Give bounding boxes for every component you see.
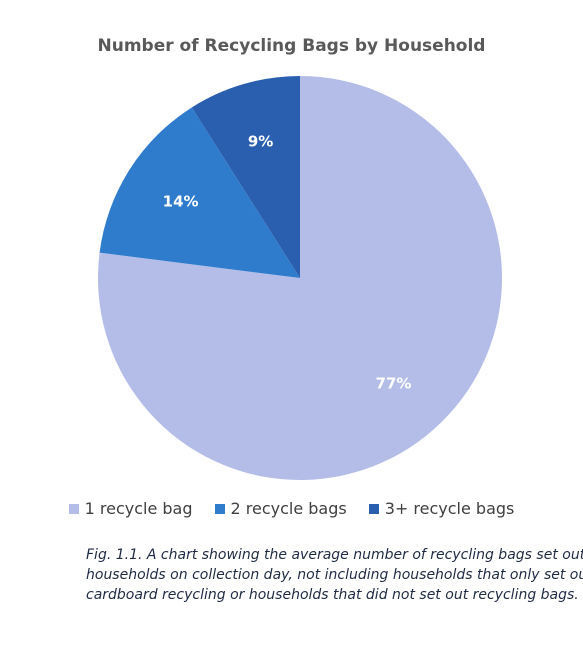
- chart-title: Number of Recycling Bags by Household: [97, 36, 486, 56]
- legend-swatch-3plus-bags: [368, 503, 379, 514]
- legend-item-2-bags: 2 recycle bags: [214, 499, 347, 518]
- legend-item-3plus-bags: 3+ recycle bags: [368, 499, 515, 518]
- legend-item-1-bag: 1 recycle bag: [68, 499, 193, 518]
- pie-chart: 77% 14% 9%: [97, 76, 502, 480]
- caption-line-2: households on collection day, not includ…: [86, 567, 583, 583]
- legend-swatch-2-bags: [214, 503, 225, 514]
- pie-slice-2-bags: [99, 107, 300, 278]
- caption-line-3: cardboard recycling or households that d…: [86, 587, 579, 603]
- legend-label-3plus-bags: 3+ recycle bags: [384, 499, 515, 518]
- data-label-3plus-bags: 9%: [248, 133, 273, 151]
- pie-slice-3plus-bags: [191, 76, 300, 278]
- figure-caption: Fig. 1.1. A chart showing the average nu…: [86, 545, 583, 605]
- legend-swatch-1-bag: [68, 503, 79, 514]
- caption-line-1: Fig. 1.1. A chart showing the average nu…: [86, 547, 583, 563]
- legend-label-2-bags: 2 recycle bags: [230, 499, 347, 518]
- data-label-1-bag: 77%: [376, 375, 412, 393]
- data-label-2-bags: 14%: [163, 193, 199, 211]
- legend-label-1-bag: 1 recycle bag: [84, 499, 193, 518]
- legend: 1 recycle bag 2 recycle bags 3+ recycle …: [0, 499, 583, 518]
